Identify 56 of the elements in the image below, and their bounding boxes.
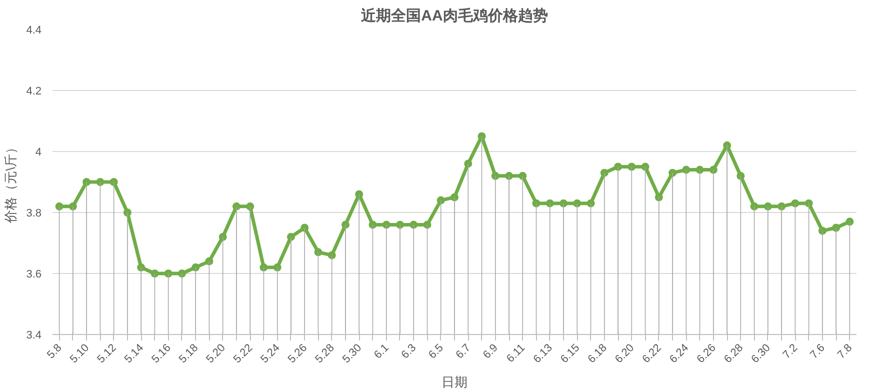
x-tick-label: 6.1 [372, 342, 392, 362]
x-tick-label: 5.12 [95, 342, 119, 366]
point [368, 220, 377, 229]
point [328, 251, 336, 260]
x-tick-label: 6.7 [454, 342, 474, 362]
x-tick-label: 6.26 [694, 342, 718, 366]
x-tick-label: 5.16 [150, 342, 174, 366]
y-tick-label: 3.6 [26, 268, 42, 280]
x-tick-label: 5.30 [340, 342, 364, 366]
point [846, 218, 854, 226]
point [382, 220, 390, 229]
point [696, 166, 704, 174]
x-tick-label: 6.20 [612, 342, 637, 366]
y-tick-label: 3.8 [26, 208, 42, 220]
x-tick-label: 7.8 [835, 342, 855, 362]
x-tick-label: 6.9 [481, 342, 500, 362]
point [341, 220, 350, 229]
point [532, 199, 540, 208]
x-tick-label: 6.22 [640, 342, 664, 366]
y-tick-label: 4.4 [26, 24, 42, 36]
x-tick-label: 5.8 [44, 342, 64, 362]
point [314, 248, 322, 256]
x-tick-label: 6.3 [399, 342, 419, 362]
x-tick-label: 6.11 [504, 342, 528, 366]
x-tick-label: 6.24 [667, 342, 692, 366]
point [396, 220, 404, 229]
point [410, 220, 418, 229]
x-tick-label: 7.2 [780, 342, 800, 362]
point [586, 199, 595, 208]
x-tick-label: 5.18 [176, 342, 201, 366]
x-tick-label: 6.28 [722, 342, 746, 366]
x-tick-label: 5.24 [258, 342, 282, 366]
x-tick-label: 6.13 [531, 342, 555, 366]
x-tick-label: 6.18 [586, 342, 610, 366]
point [464, 160, 472, 168]
x-tick-label: 6.15 [558, 342, 582, 366]
x-tick-label: 5.14 [122, 342, 146, 366]
y-tick-label: 4.2 [26, 86, 42, 98]
y-tick-label: 4 [35, 146, 42, 158]
x-tick-label: 7.6 [808, 342, 828, 362]
y-axis-title: 价格（元\斤） [3, 141, 18, 224]
x-tick-label: 5.10 [68, 342, 92, 366]
x-tick-label: 5.20 [204, 342, 228, 366]
point [478, 132, 486, 140]
y-tick-label: 3.4 [26, 330, 42, 342]
x-tick-label: 5.26 [286, 342, 310, 366]
x-axis-title: 日期 [442, 374, 468, 390]
x-tick-label: 6.30 [749, 342, 773, 366]
x-tick-label: 6.5 [426, 342, 446, 362]
chart-title: 近期全国AA肉毛鸡价格趋势 [360, 8, 548, 24]
point [641, 162, 650, 171]
x-tick-label: 5.28 [313, 342, 337, 366]
point [205, 257, 214, 266]
x-tick-label: 5.22 [231, 342, 256, 366]
point [260, 263, 268, 272]
point [423, 220, 432, 229]
